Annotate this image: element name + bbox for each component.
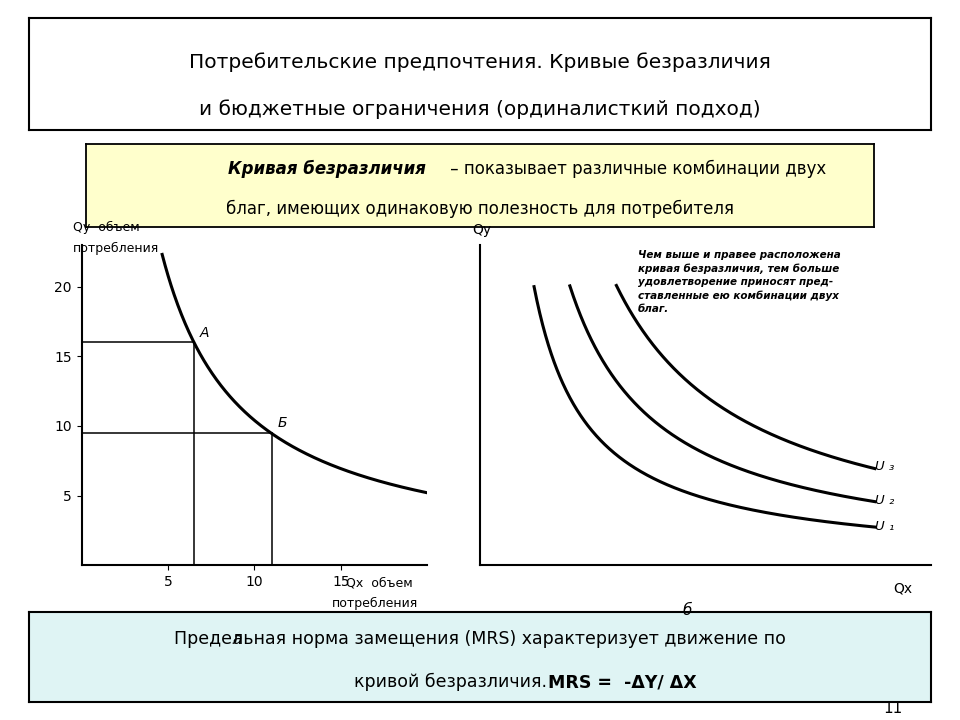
Text: MRS =  -ΔY/ ΔX: MRS = -ΔY/ ΔX [547,673,696,691]
Text: – показывает различные комбинации двух: – показывает различные комбинации двух [444,160,826,178]
Text: потребления: потребления [73,241,159,255]
Text: благ, имеющих одинаковую полезность для потребителя: благ, имеющих одинаковую полезность для … [226,199,734,217]
Text: 11: 11 [883,701,902,716]
Text: кривой безразличия.: кривой безразличия. [353,673,558,691]
Text: Потребительские предпочтения. Кривые безразличия: Потребительские предпочтения. Кривые без… [189,53,771,73]
Text: U ₃: U ₃ [875,460,894,473]
Text: а: а [232,632,242,647]
Text: потребления: потребления [332,597,419,611]
Text: Б: Б [277,416,287,431]
Text: U ₁: U ₁ [875,520,894,533]
Text: Чем выше и правее расположена
кривая безразличия, тем больше
удовлетворение прин: Чем выше и правее расположена кривая без… [637,250,841,315]
Text: Qx  объем: Qx объем [346,576,413,590]
Text: Кривая безразличия: Кривая безразличия [228,160,426,178]
Text: Qx: Qx [894,581,913,595]
Text: б: б [683,603,691,618]
Text: Qy  объем: Qy объем [73,220,140,234]
Text: А: А [200,325,209,340]
Text: U ₂: U ₂ [875,494,894,507]
Text: и бюджетные ограничения (ординалисткий подход): и бюджетные ограничения (ординалисткий п… [199,99,761,120]
Text: Предельная норма замещения (MRS) характеризует движение по: Предельная норма замещения (MRS) характе… [174,630,786,648]
Text: Qy: Qy [472,222,492,237]
